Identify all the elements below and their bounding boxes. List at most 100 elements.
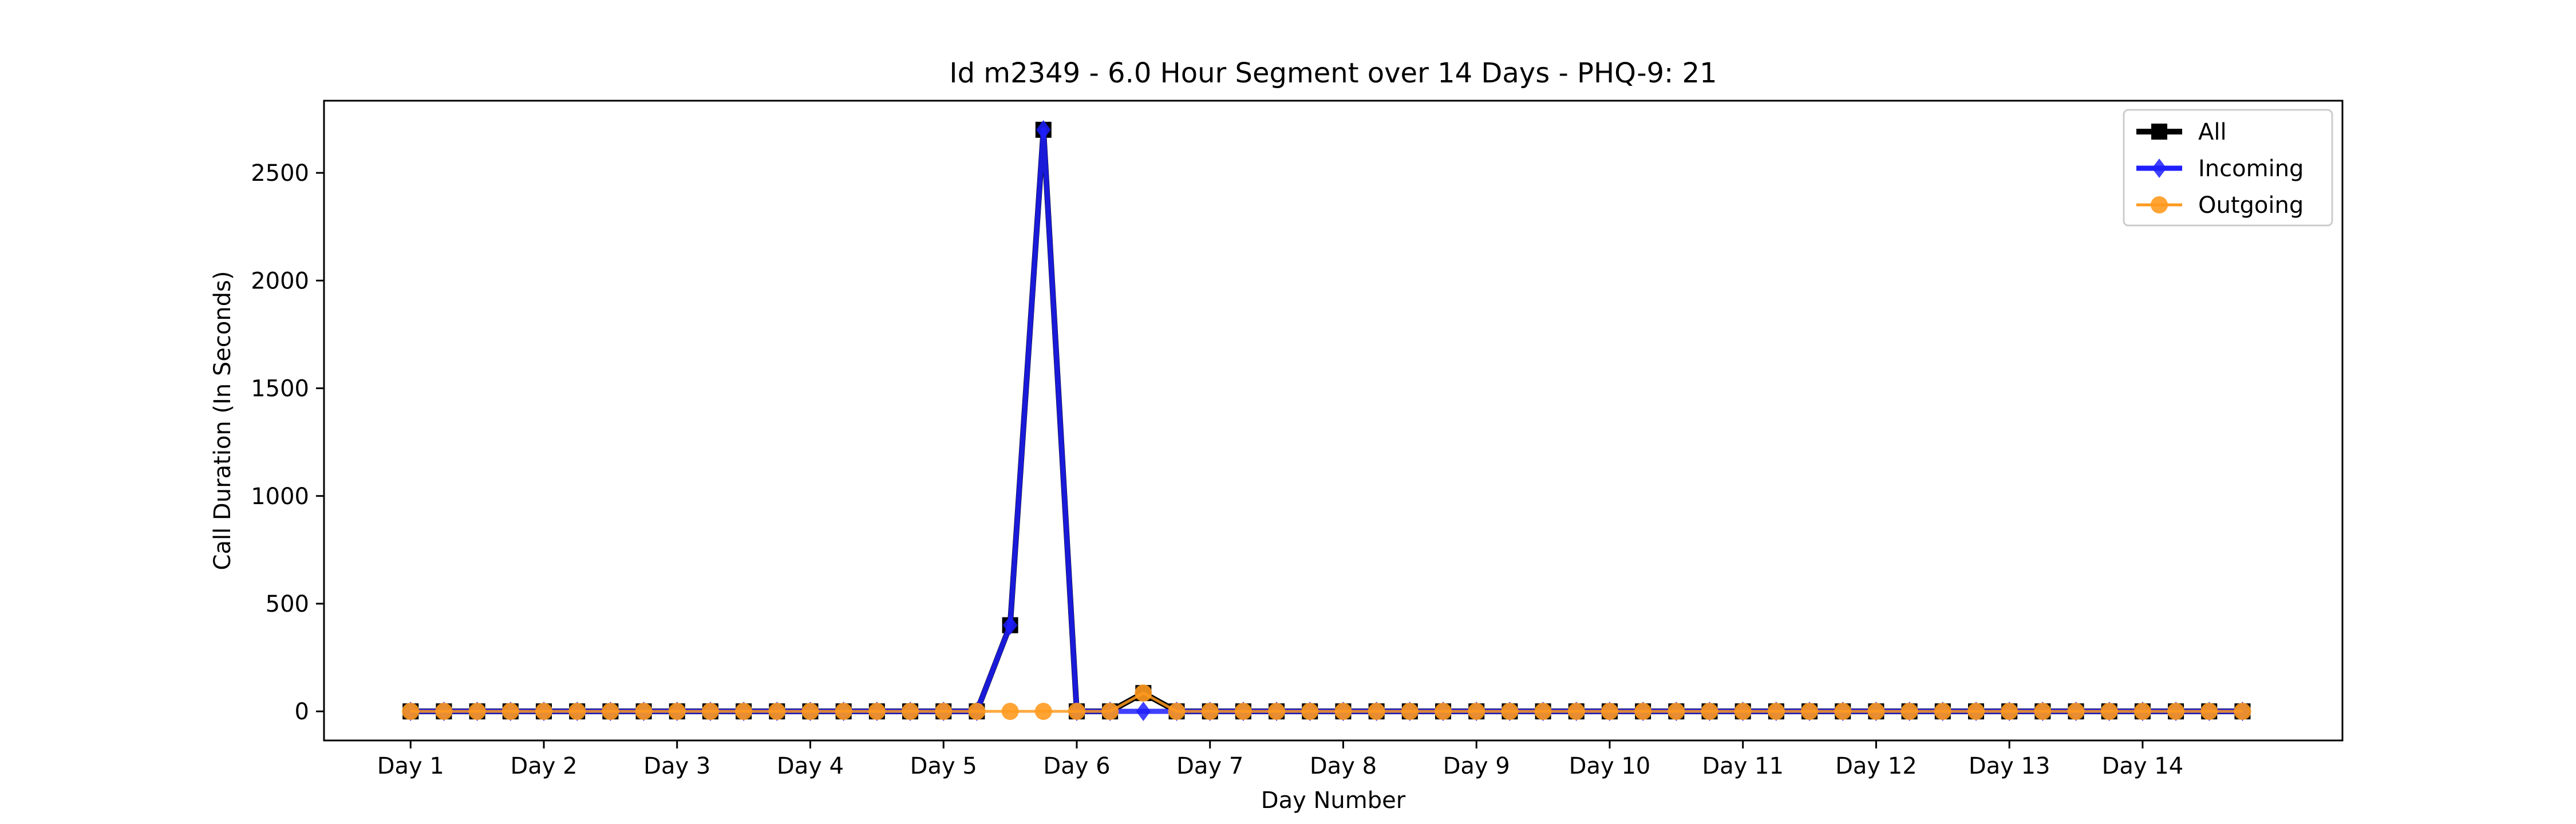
data-point-outgoing	[668, 703, 686, 720]
data-point-outgoing	[2200, 703, 2218, 720]
data-point-outgoing	[1068, 703, 1085, 720]
data-point-outgoing	[402, 703, 420, 720]
legend-label: Incoming	[2198, 156, 2304, 182]
data-point-outgoing	[1201, 703, 1219, 720]
data-point-outgoing	[1034, 703, 1052, 720]
data-point-outgoing	[535, 703, 553, 720]
chart-title: Id m2349 - 6.0 Hour Segment over 14 Days…	[949, 57, 1717, 89]
data-point-outgoing	[1901, 703, 1918, 720]
data-point-outgoing	[1401, 703, 1419, 720]
data-point-outgoing	[1368, 703, 1385, 720]
data-point-outgoing	[1334, 703, 1352, 720]
data-point-outgoing	[501, 703, 519, 720]
plot-frame	[323, 100, 2344, 742]
data-point-outgoing	[1701, 703, 1718, 720]
y-axis: 0 500 1000 1500 2000 2500	[251, 160, 324, 725]
series-outgoing	[402, 684, 2251, 720]
data-point-outgoing	[1668, 703, 1685, 720]
legend-entry-outgoing: Outgoing	[2136, 192, 2304, 219]
data-point-outgoing	[1301, 703, 1319, 720]
data-point-outgoing	[835, 703, 852, 720]
legend-marker	[2152, 159, 2167, 178]
data-point-outgoing	[2067, 703, 2085, 720]
legend-entry-incoming: Incoming	[2136, 156, 2304, 182]
x-tick-label: Day 12	[1835, 753, 1917, 779]
legend-label: Outgoing	[2198, 192, 2304, 219]
data-point-outgoing	[1767, 703, 1785, 720]
x-tick-label: Day 6	[1043, 753, 1110, 779]
x-tick-label: Day 14	[2102, 753, 2184, 779]
legend-marker	[2151, 124, 2167, 140]
x-tick-label: Day 7	[1176, 753, 1243, 779]
series-line-incoming	[410, 127, 2243, 714]
data-point-outgoing	[1934, 703, 1951, 720]
data-point-outgoing	[1734, 703, 1752, 720]
data-point-outgoing	[768, 703, 786, 720]
data-point-incoming	[1036, 120, 1051, 140]
data-point-outgoing	[1135, 684, 1152, 702]
data-point-outgoing	[1268, 703, 1286, 720]
data-point-outgoing	[1534, 703, 1552, 720]
x-axis: Day 1 Day 2 Day 3 Day 4 Day 5 Day 6 Day 7 Day 8…	[377, 740, 2183, 779]
series-all	[402, 121, 2251, 720]
series-line-all	[410, 126, 2243, 715]
data-point-outgoing	[902, 703, 919, 720]
x-tick-label: Day 5	[910, 753, 977, 779]
x-tick-label: Day 11	[1702, 753, 1784, 779]
series-incoming	[403, 120, 2250, 722]
data-point-outgoing	[1834, 703, 1852, 720]
x-tick-label: Day 1	[377, 753, 444, 779]
data-point-incoming	[1002, 615, 1018, 635]
data-point-outgoing	[1435, 703, 1452, 720]
data-point-outgoing	[2034, 703, 2052, 720]
data-point-outgoing	[2001, 703, 2018, 720]
data-point-outgoing	[2134, 703, 2151, 720]
data-point-outgoing	[868, 703, 886, 720]
data-point-outgoing	[2234, 703, 2251, 720]
data-point-outgoing	[1634, 703, 1652, 720]
y-tick-label: 2000	[251, 268, 309, 294]
x-tick-label: Day 2	[510, 753, 577, 779]
data-point-outgoing	[1101, 703, 1119, 720]
y-axis-label: Call Duration (In Seconds)	[210, 271, 236, 571]
y-tick-label: 500	[266, 591, 309, 617]
data-point-outgoing	[1567, 703, 1585, 720]
x-axis-label: Day Number	[1261, 787, 1406, 814]
data-point-outgoing	[1168, 703, 1186, 720]
data-point-outgoing	[735, 703, 753, 720]
x-tick-label: Day 3	[643, 753, 710, 779]
data-point-outgoing	[1001, 703, 1019, 720]
data-point-outgoing	[1967, 703, 1985, 720]
data-point-outgoing	[568, 703, 586, 720]
y-tick-label: 0	[295, 699, 309, 725]
data-point-outgoing	[1601, 703, 1618, 720]
y-tick-label: 1000	[251, 484, 309, 510]
x-tick-label: Day 8	[1310, 753, 1377, 779]
x-tick-label: Day 13	[1969, 753, 2050, 779]
data-point-outgoing	[602, 703, 619, 720]
legend-entry-all: All	[2136, 119, 2227, 145]
data-point-outgoing	[701, 703, 719, 720]
data-point-outgoing	[435, 703, 453, 720]
data-point-outgoing	[2100, 703, 2118, 720]
legend: All Incoming Outgoing	[2123, 109, 2333, 227]
legend-box	[2123, 109, 2333, 227]
data-point-outgoing	[1501, 703, 1519, 720]
data-point-outgoing	[2167, 703, 2185, 720]
data-point-incoming	[1136, 702, 1151, 722]
legend-marker	[2151, 196, 2168, 213]
data-point-outgoing	[968, 703, 986, 720]
data-point-outgoing	[935, 703, 953, 720]
y-tick-label: 1500	[251, 376, 309, 402]
y-tick-label: 2500	[251, 160, 309, 187]
data-point-outgoing	[1468, 703, 1485, 720]
series-layer	[402, 120, 2251, 722]
x-tick-label: Day 9	[1443, 753, 1510, 779]
data-point-outgoing	[1801, 703, 1819, 720]
data-point-outgoing	[801, 703, 819, 720]
data-point-outgoing	[468, 703, 486, 720]
x-tick-label: Day 10	[1569, 753, 1651, 779]
data-point-outgoing	[1867, 703, 1885, 720]
data-point-outgoing	[1234, 703, 1252, 720]
